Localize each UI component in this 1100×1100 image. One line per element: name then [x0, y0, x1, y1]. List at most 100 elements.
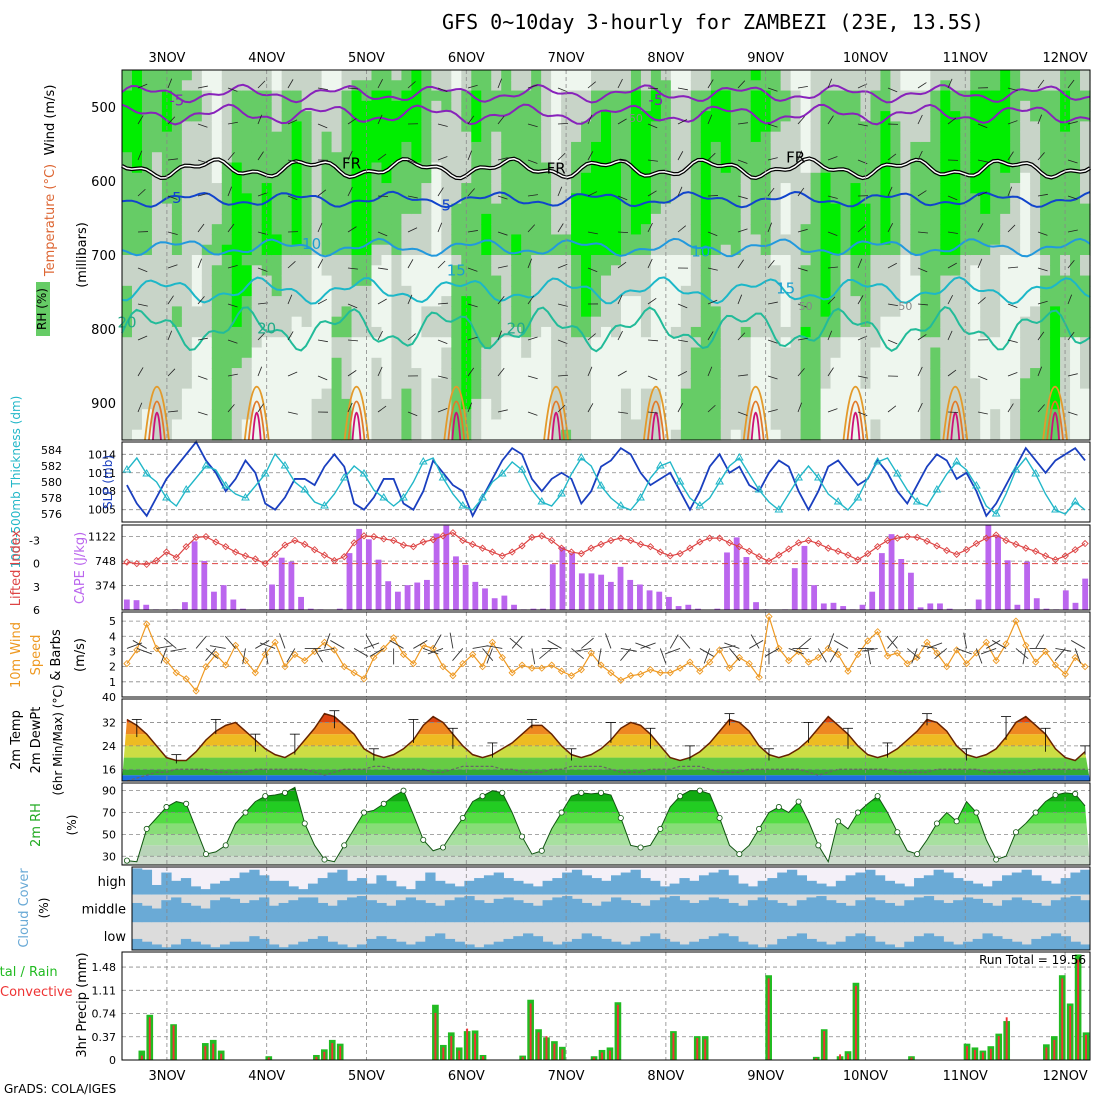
rh-cell — [521, 316, 532, 328]
rh-cell — [122, 368, 133, 379]
rh-cell — [501, 255, 512, 266]
wind-barb — [467, 84, 478, 89]
rh-cell — [900, 296, 911, 307]
cloud-cell — [405, 897, 416, 923]
rh-cell — [271, 419, 283, 431]
rh-cell — [381, 80, 393, 92]
rh-cell — [581, 224, 592, 236]
rh-cell — [860, 265, 872, 277]
rh-cell — [122, 80, 133, 92]
wind-barb — [137, 83, 148, 89]
rh-cell — [341, 90, 353, 102]
rh-cell — [850, 255, 862, 266]
rh-cell — [391, 419, 403, 431]
rh-cell — [471, 296, 482, 307]
cloud-cell — [884, 880, 895, 895]
rh-cell — [151, 90, 163, 102]
rh-cell — [1040, 255, 1051, 266]
rh-cell — [830, 429, 842, 441]
li-marker — [646, 542, 655, 551]
rh-cell — [810, 224, 822, 236]
rh-marker — [795, 798, 802, 805]
cloud-cell — [161, 947, 172, 950]
rh-cell — [331, 234, 343, 246]
rh-cell — [481, 357, 492, 369]
wind-barb — [857, 295, 864, 305]
rh-cell — [740, 70, 752, 81]
rh-cell — [900, 152, 911, 164]
rh-cell — [511, 419, 522, 431]
rh-cell — [650, 172, 662, 184]
wind-barb — [707, 299, 718, 305]
rh-cell — [531, 337, 542, 349]
rh-cell — [331, 357, 343, 369]
rh-cell — [730, 121, 742, 133]
wind-barb — [947, 78, 953, 89]
rh-cell — [780, 224, 792, 236]
wind-barb — [737, 80, 746, 89]
rh-cell — [730, 419, 742, 431]
rh-cell — [571, 234, 582, 246]
rh-cell — [281, 326, 293, 338]
rh-cell — [471, 285, 482, 297]
rh-cell — [690, 429, 702, 441]
cloud-cell — [503, 878, 514, 895]
rh-cell — [850, 306, 862, 318]
rh-cell — [710, 429, 722, 441]
rh-cell — [660, 162, 672, 174]
wind-barb — [581, 637, 594, 649]
rh-cell — [551, 326, 562, 338]
wind-barb — [767, 409, 778, 413]
rh-cell — [910, 285, 921, 297]
rh-cell — [351, 183, 363, 194]
cloud-cell — [884, 944, 895, 950]
rh-cell — [990, 203, 1001, 215]
rh-cell — [730, 409, 742, 421]
li-marker — [577, 549, 585, 558]
rh-cell — [151, 80, 163, 92]
cloud-cell — [845, 875, 856, 895]
rh-cell — [910, 172, 921, 184]
cape-bar — [211, 591, 217, 610]
rh-cell — [281, 203, 293, 215]
rh-cell — [850, 285, 862, 297]
rh-cell — [491, 141, 502, 153]
rh-cell — [571, 162, 582, 174]
cloud-cell — [386, 938, 397, 950]
rh-cell — [950, 183, 961, 194]
rh-cell — [511, 409, 522, 421]
rh-cell — [750, 265, 762, 277]
precip-convective-bar — [212, 1043, 215, 1060]
rh-cell — [940, 388, 951, 400]
rh-cell — [271, 121, 283, 133]
rh-cell — [391, 368, 403, 379]
rh-cell — [321, 111, 333, 122]
rh-cell — [920, 255, 931, 266]
rh-cell — [910, 100, 921, 112]
rh-cell — [740, 141, 752, 153]
rh-cell — [481, 141, 492, 153]
rh-cell — [521, 326, 532, 338]
rh-cell — [431, 368, 442, 379]
rh-cell — [261, 357, 273, 369]
rh-cell — [511, 296, 522, 307]
wind-barb — [407, 411, 418, 417]
rh-cell — [1030, 357, 1041, 369]
wind-barb — [977, 411, 988, 415]
rh-cell — [541, 131, 552, 143]
rh-cell — [800, 306, 812, 318]
wind-marker — [567, 672, 576, 680]
rh-cell — [890, 213, 901, 225]
rh-cell — [910, 326, 921, 338]
rh-cell — [1050, 398, 1061, 410]
wind-barb — [707, 267, 718, 271]
rh-cell — [491, 398, 502, 410]
rh-cell — [840, 203, 852, 215]
rh-cell — [720, 388, 732, 400]
rh-cell — [451, 275, 462, 287]
rh-cell — [221, 183, 233, 194]
cape-bar — [820, 603, 827, 610]
rh-cell — [151, 285, 163, 297]
rh-cell — [750, 368, 762, 379]
rh-cell — [900, 224, 911, 236]
